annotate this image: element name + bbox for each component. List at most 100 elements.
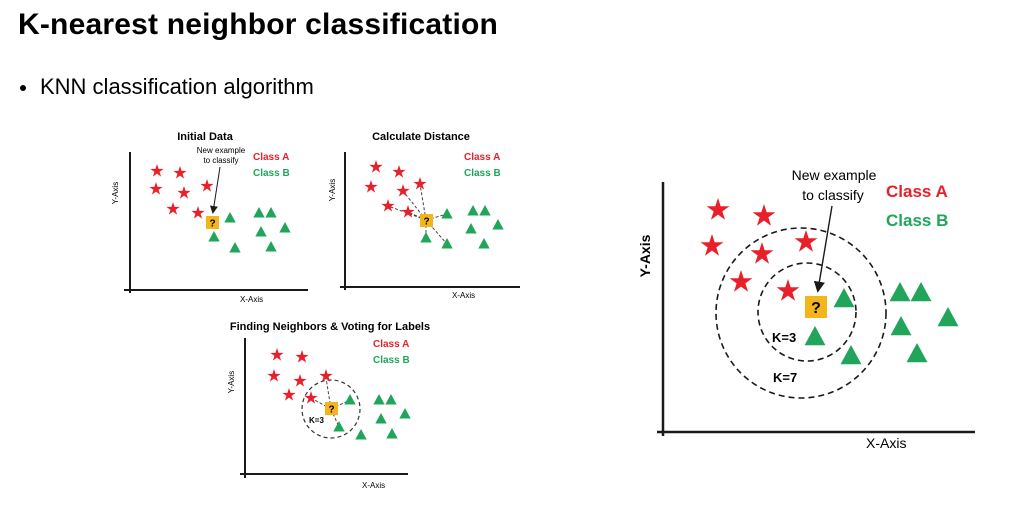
triangle-icon xyxy=(906,343,928,363)
panel1-y-label: Y-Axis xyxy=(111,182,120,204)
triangle-icon xyxy=(229,242,241,253)
panel3-x-label: X-Axis xyxy=(362,481,385,490)
panel3-class-b-points xyxy=(333,394,411,440)
panel3-query-mark: ? xyxy=(328,405,334,416)
triangle-icon xyxy=(465,223,477,234)
triangle-icon xyxy=(420,232,432,243)
panel3-legend-class-b: Class B xyxy=(373,355,410,366)
panel1-class-a-points xyxy=(149,164,214,219)
star-icon xyxy=(700,234,724,256)
panel-calculate-distance: Calculate Distance Class A Class B X-Axi… xyxy=(328,131,520,300)
panel4-class-b-points xyxy=(804,282,959,365)
panel1-legend-class-a: Class A xyxy=(253,152,289,163)
panel2-class-a-points xyxy=(364,160,427,218)
panel2-query-mark: ? xyxy=(423,217,429,228)
panel4-k7-circle xyxy=(715,227,887,399)
panel4-x-label: X-Axis xyxy=(866,435,906,451)
panel1-query-mark: ? xyxy=(209,219,215,230)
panel3-title: Finding Neighbors & Voting for Labels xyxy=(230,321,430,333)
star-icon xyxy=(750,242,774,264)
panel4-class-a-points xyxy=(700,198,818,301)
bullet-dot-icon xyxy=(20,85,26,91)
triangle-icon xyxy=(478,238,490,249)
star-icon xyxy=(270,348,284,361)
panel3-k-label: K=3 xyxy=(309,416,324,425)
panel2-x-label: X-Axis xyxy=(452,291,475,300)
panel3-class-a-points xyxy=(267,348,333,404)
star-icon xyxy=(729,270,753,292)
star-icon xyxy=(304,391,318,404)
star-icon xyxy=(177,186,191,199)
panel4-annotation-line2: to classify xyxy=(802,187,863,203)
panel1-title: Initial Data xyxy=(177,131,234,143)
panel2-title: Calculate Distance xyxy=(372,131,470,143)
star-icon xyxy=(401,205,415,218)
star-icon xyxy=(413,177,427,190)
panel1-class-b-points xyxy=(208,207,291,253)
star-icon xyxy=(150,164,164,177)
star-icon xyxy=(166,202,180,215)
panel2-distance-lines xyxy=(387,183,448,245)
star-icon xyxy=(295,350,309,363)
triangle-icon xyxy=(479,205,491,216)
panel-initial-data: Initial Data New example to classify Cla… xyxy=(111,131,308,304)
triangle-icon xyxy=(937,307,959,327)
panel4-query-mark: ? xyxy=(811,300,821,317)
question-square-icon: ? xyxy=(206,216,219,230)
panel4-legend-class-a: Class A xyxy=(886,182,948,201)
panel-large-knn: X-Axis Y-Axis New example to classify Cl… xyxy=(637,167,975,451)
panel2-legend-class-b: Class B xyxy=(464,168,501,179)
star-icon xyxy=(392,165,406,178)
panel1-x-label: X-Axis xyxy=(240,295,263,304)
panel4-annotation-arrow xyxy=(813,205,833,293)
triangle-icon xyxy=(253,207,265,218)
triangle-icon xyxy=(265,241,277,252)
star-icon xyxy=(173,166,187,179)
panel1-legend-class-b: Class B xyxy=(253,168,290,179)
triangle-icon xyxy=(399,408,411,419)
panel2-class-b-points xyxy=(420,205,504,249)
triangle-icon xyxy=(804,326,826,346)
question-square-icon: ? xyxy=(325,402,338,416)
star-icon xyxy=(267,369,281,382)
triangle-icon xyxy=(255,226,267,237)
panel4-k3-circle xyxy=(757,262,857,362)
triangle-icon xyxy=(386,428,398,439)
star-icon xyxy=(319,369,333,382)
star-icon xyxy=(149,182,163,195)
panel4-annotation-line1: New example xyxy=(792,167,877,183)
star-icon xyxy=(706,198,730,220)
triangle-icon xyxy=(833,288,855,308)
panel3-y-label: Y-Axis xyxy=(227,371,236,393)
triangle-icon xyxy=(355,429,367,440)
panel-finding-neighbors: Finding Neighbors & Voting for Labels Cl… xyxy=(227,321,430,490)
star-icon xyxy=(282,388,296,401)
question-square-icon: ? xyxy=(420,214,433,228)
triangle-icon xyxy=(441,238,453,249)
star-icon xyxy=(776,279,800,301)
star-icon xyxy=(293,374,307,387)
panel3-k3-circle xyxy=(301,379,361,439)
triangle-icon xyxy=(373,394,385,405)
triangle-icon xyxy=(224,212,236,223)
panel2-legend-class-a: Class A xyxy=(464,152,500,163)
panel4-k7-label: K=7 xyxy=(773,370,797,385)
panel1-annotation-arrow xyxy=(209,166,221,214)
triangle-icon xyxy=(441,208,453,219)
slide-title: K-nearest neighbor classification xyxy=(18,8,499,41)
star-icon xyxy=(396,184,410,197)
triangle-icon xyxy=(265,207,277,218)
star-icon xyxy=(381,199,395,212)
question-square-icon: ? xyxy=(805,296,827,318)
panel4-k3-label: K=3 xyxy=(772,330,796,345)
triangle-icon xyxy=(492,219,504,230)
triangle-icon xyxy=(333,421,345,432)
star-icon xyxy=(794,230,818,252)
triangle-icon xyxy=(375,413,387,424)
bullet-text: KNN classification algorithm xyxy=(40,74,314,99)
triangle-icon xyxy=(344,394,356,405)
triangle-icon xyxy=(910,282,932,302)
triangle-icon xyxy=(279,222,291,233)
triangle-icon xyxy=(889,282,911,302)
panel1-annotation-line1: New example xyxy=(197,146,246,155)
